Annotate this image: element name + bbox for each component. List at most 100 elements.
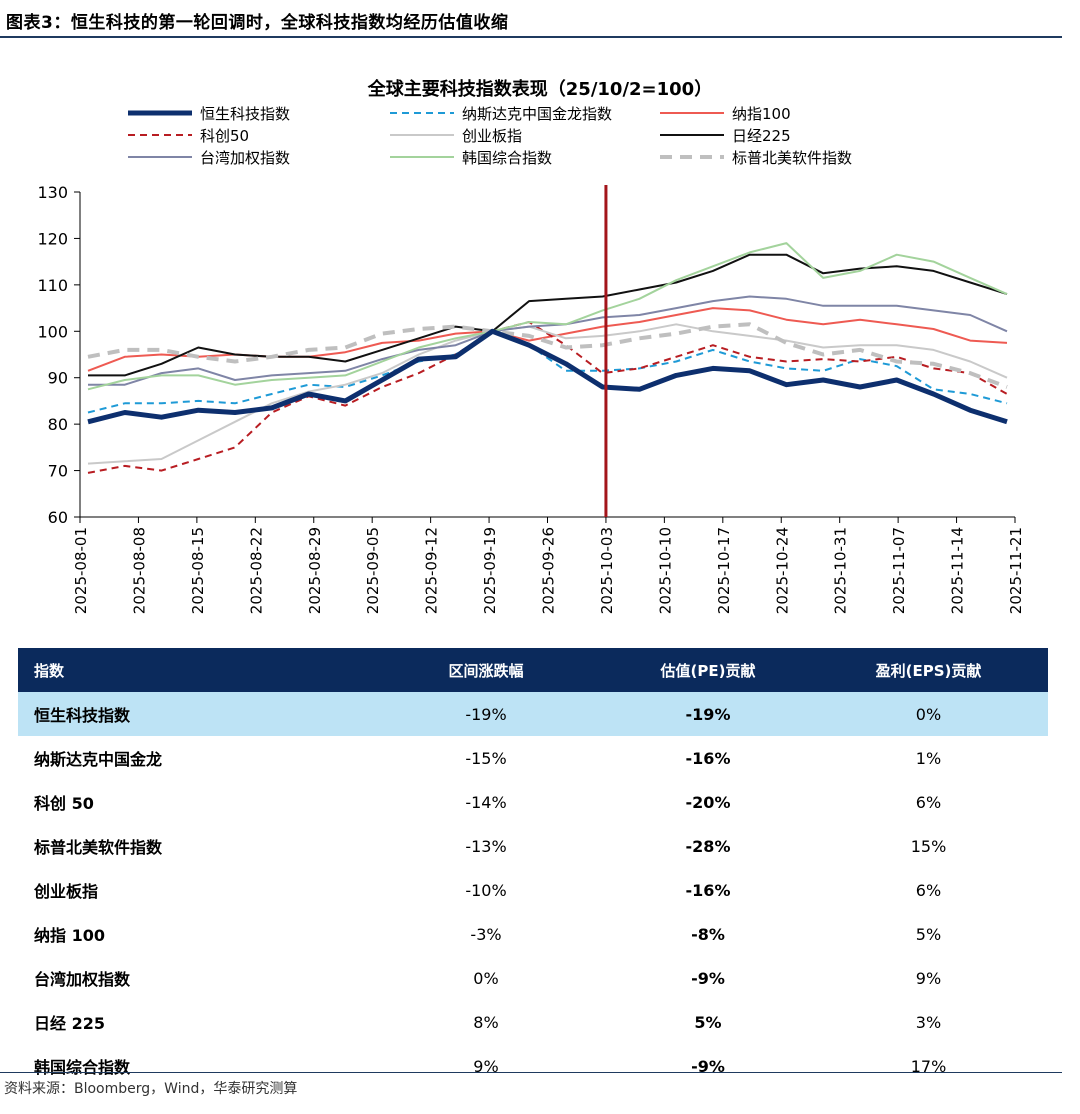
source-note: 资料来源：Bloomberg，Wind，华泰研究测算 [4, 1081, 298, 1097]
table-row: 科创 50 -14% -20% 6% [18, 780, 1048, 824]
cell-change: 0% [473, 968, 499, 988]
cell-eps: 3% [915, 1012, 942, 1032]
series-lines [87, 242, 1008, 474]
cell-eps: 5% [915, 924, 942, 944]
y-tick-label: 120 [37, 229, 68, 248]
cell-eps: 0% [809, 692, 1048, 736]
chart-legend: 恒生科技指数 纳斯达克中国金龙指数 纳指100 科创50 创业板指 日经225 台湾加权指数… [128, 105, 852, 167]
series-line [87, 321, 1008, 474]
cell-change: -19% [365, 692, 607, 736]
cell-change: 9% [473, 1056, 499, 1076]
x-tick-label: 2025-10-03 [598, 527, 616, 614]
cell-change: -13% [465, 836, 507, 856]
series-line [87, 322, 1008, 389]
x-tick-label: 2025-10-24 [773, 527, 791, 614]
legend-label: 纳指100 [732, 105, 791, 123]
cell-eps: 15% [910, 836, 947, 856]
cell-eps: 6% [915, 880, 942, 900]
series-line [87, 242, 1008, 391]
x-tick-label: 2025-08-22 [247, 527, 265, 614]
chart-title: 全球主要科技指数表现（25/10/2=100） [367, 78, 712, 100]
header-eps: 盈利(EPS)贡献 [809, 648, 1048, 692]
x-tick-label: 2025-10-17 [715, 527, 733, 614]
header-change: 区间涨跌幅 [365, 648, 607, 692]
header-index: 指数 [18, 648, 365, 692]
x-axis: 2025-08-01 2025-08-08 2025-08-15 2025-08-22… [72, 516, 1025, 614]
cell-index: 纳斯达克中国金龙 [34, 750, 163, 769]
y-tick-label: 70 [48, 462, 68, 481]
cell-pe: -19% [607, 692, 809, 736]
y-tick-label: 60 [48, 508, 68, 527]
x-tick-label: 2025-09-19 [481, 527, 499, 614]
header-pe: 估值(PE)贡献 [607, 648, 809, 692]
cell-index: 标普北美软件指数 [34, 838, 163, 857]
x-tick-label: 2025-11-14 [949, 527, 967, 614]
line-chart: 全球主要科技指数表现（25/10/2=100） 恒生科技指数 纳斯达克中国金龙指数… [37, 78, 1025, 614]
x-tick-label: 2025-11-07 [890, 527, 908, 614]
cell-index: 台湾加权指数 [34, 970, 131, 989]
legend-label: 恒生科技指数 [200, 105, 290, 123]
cell-change: 8% [473, 1012, 499, 1032]
x-tick-label: 2025-09-12 [423, 527, 441, 614]
cell-eps: 17% [910, 1056, 947, 1076]
y-tick-label: 100 [37, 322, 68, 341]
y-tick-label: 90 [48, 369, 68, 388]
cell-index: 日经 225 [34, 1014, 105, 1033]
y-tick-label: 110 [37, 276, 68, 295]
legend-label: 创业板指 [462, 127, 522, 145]
table-row: 台湾加权指数 0% -9% 9% [18, 956, 1048, 1000]
x-tick-label: 2025-11-21 [1007, 527, 1025, 614]
table-row: 日经 225 8% 5% 3% [18, 1000, 1048, 1044]
y-tick-label: 130 [37, 183, 68, 202]
x-tick-label: 2025-08-01 [72, 527, 90, 614]
cell-eps: 6% [915, 792, 942, 812]
legend-label: 科创50 [200, 127, 249, 145]
series-line [87, 328, 1008, 425]
legend-label: 韩国综合指数 [462, 149, 552, 167]
cell-pe: -9% [691, 1056, 725, 1076]
table-row: 创业板指 -10% -16% 6% [18, 868, 1048, 912]
cell-pe: -8% [691, 924, 725, 944]
cell-change: -15% [465, 748, 507, 768]
cell-pe: -28% [685, 836, 731, 856]
series-line [88, 295, 1008, 386]
series-line [88, 253, 1008, 377]
cell-pe: -20% [685, 792, 731, 812]
cell-index: 科创 50 [34, 794, 94, 813]
series-line [87, 323, 1008, 465]
x-tick-label: 2025-09-26 [540, 527, 558, 614]
series-line [87, 307, 1008, 372]
x-tick-label: 2025-10-31 [832, 527, 850, 614]
table-row: 纳斯达克中国金龙 -15% -16% 1% [18, 736, 1048, 780]
x-tick-label: 2025-08-15 [189, 527, 207, 614]
cell-pe: 5% [694, 1012, 722, 1032]
x-tick-label: 2025-08-08 [130, 527, 148, 614]
legend-label: 日经225 [732, 127, 791, 145]
y-tick-label: 80 [48, 415, 68, 434]
cell-index: 纳指 100 [34, 926, 105, 945]
x-tick-label: 2025-08-29 [306, 527, 324, 614]
bottom-rule [0, 1072, 1062, 1073]
data-table: 指数 区间涨跌幅 估值(PE)贡献 盈利(EPS)贡献 恒生科技指数 -19% -1… [18, 648, 1048, 1088]
top-rule [0, 36, 1062, 38]
figure-title: 图表3：恒生科技的第一轮回调时，全球科技指数均经历估值收缩 [6, 13, 509, 33]
x-tick-label: 2025-09-05 [364, 527, 382, 614]
cell-eps: 1% [915, 748, 942, 768]
cell-pe: -16% [685, 748, 731, 768]
legend-label: 纳斯达克中国金龙指数 [462, 105, 612, 123]
legend-label: 台湾加权指数 [200, 149, 290, 167]
cell-index: 创业板指 [34, 882, 99, 901]
table-row: 纳指 100 -3% -8% 5% [18, 912, 1048, 956]
cell-change: -10% [465, 880, 507, 900]
cell-eps: 9% [915, 968, 942, 988]
cell-pe: -16% [685, 880, 731, 900]
cell-change: -14% [465, 792, 507, 812]
cell-change: -3% [470, 924, 502, 944]
legend-label: 标普北美软件指数 [732, 149, 852, 167]
table-row: 恒生科技指数 -19% -19% 0% [18, 692, 1048, 736]
y-axis: 60 70 80 90 100 110 120 130 [37, 183, 81, 527]
cell-pe: -9% [691, 968, 725, 988]
cell-index: 恒生科技指数 [18, 692, 365, 736]
x-tick-label: 2025-10-10 [656, 527, 674, 614]
table-header-row: 指数 区间涨跌幅 估值(PE)贡献 盈利(EPS)贡献 [18, 648, 1048, 692]
